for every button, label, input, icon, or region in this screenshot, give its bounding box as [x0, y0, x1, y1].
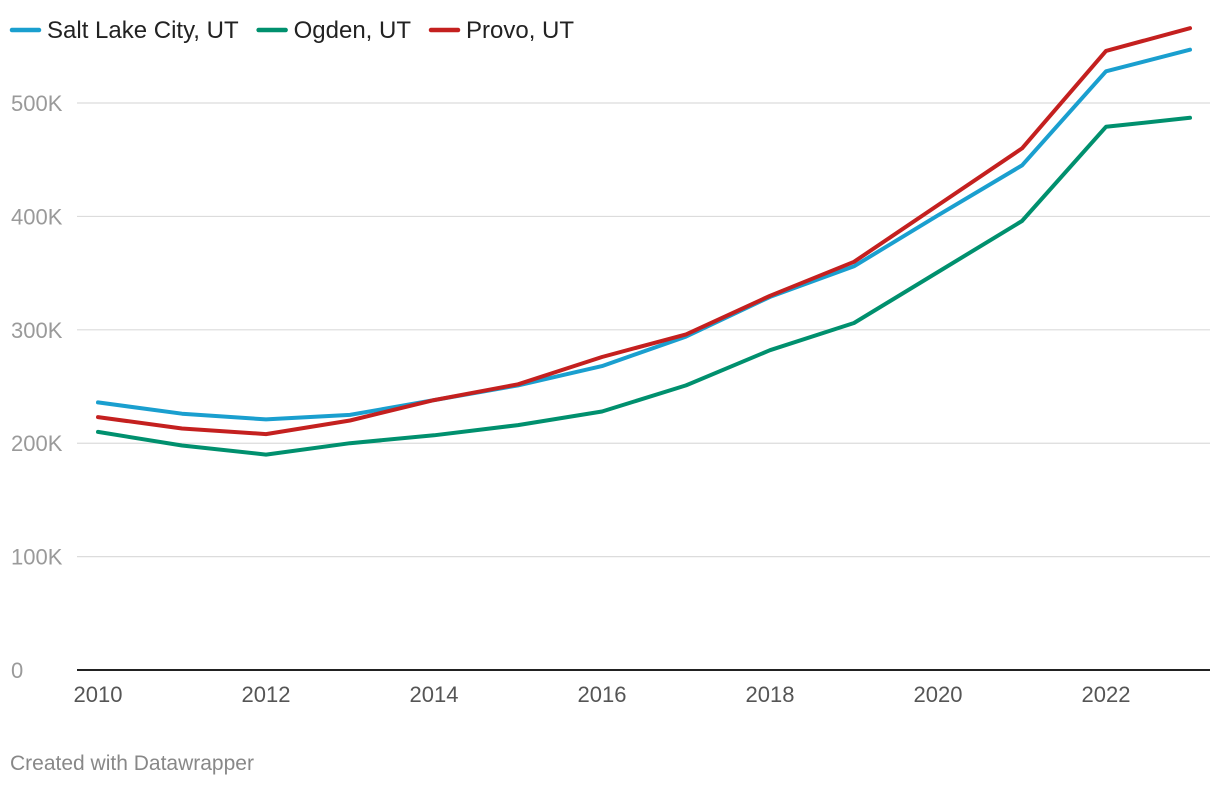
series-lines [96, 26, 1192, 457]
legend: Salt Lake City, UT Ogden, UT Provo, UT [9, 17, 574, 44]
x-tick-label-2016: 2016 [578, 682, 627, 707]
y-tick-label-100k: 100K [11, 545, 63, 570]
y-tick-label-500k: 500K [11, 91, 63, 116]
x-tick-label-2010: 2010 [74, 682, 123, 707]
x-tick-label-2014: 2014 [410, 682, 459, 707]
gridlines [77, 102, 1210, 558]
footer-credit: Created with Datawrapper [10, 752, 254, 775]
y-axis: 0 100K 200K 300K 400K 500K [11, 91, 63, 683]
legend-label-provo-ut: Provo, UT [466, 17, 574, 44]
x-tick-label-2018: 2018 [746, 682, 795, 707]
series-line-provo-ut [96, 26, 1192, 437]
x-tick-label-2012: 2012 [242, 682, 291, 707]
x-tick-label-2022: 2022 [1082, 682, 1131, 707]
y-tick-label-200k: 200K [11, 431, 63, 456]
y-tick-label-400k: 400K [11, 204, 63, 229]
series-line-salt-lake-city-ut [96, 47, 1192, 422]
legend-label-ogden-ut: Ogden, UT [294, 17, 412, 44]
legend-label-salt-lake-city-ut: Salt Lake City, UT [47, 17, 239, 44]
series-line-ogden-ut [96, 115, 1192, 457]
y-tick-label-300k: 300K [11, 318, 63, 343]
x-axis: 2010 2012 2014 2016 2018 2020 2022 [74, 682, 1131, 707]
x-tick-label-2020: 2020 [914, 682, 963, 707]
y-tick-label-0: 0 [11, 658, 23, 683]
